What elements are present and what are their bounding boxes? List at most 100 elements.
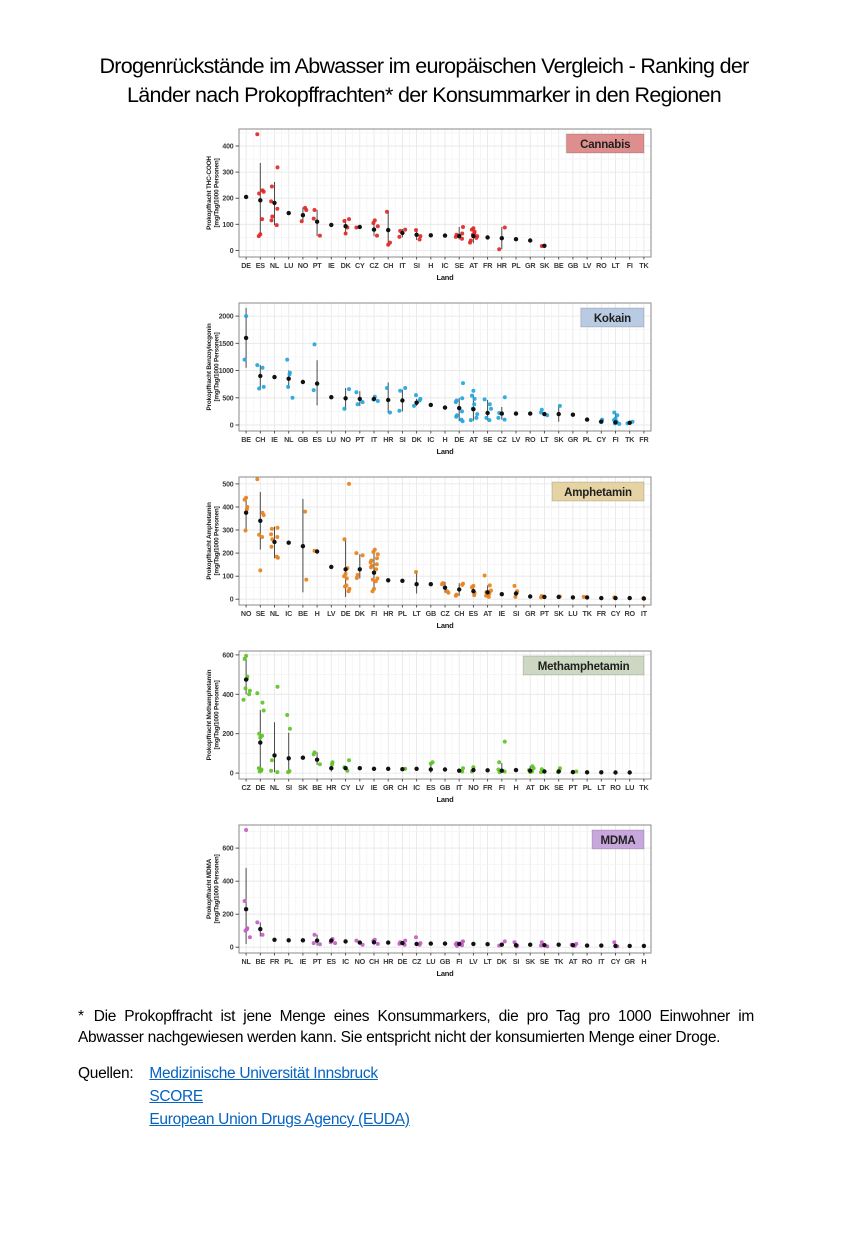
svg-text:CH: CH [397,783,407,792]
svg-text:100: 100 [222,222,233,229]
svg-text:IE: IE [271,435,278,444]
svg-text:500: 500 [222,481,233,488]
svg-text:FR: FR [483,261,493,270]
svg-text:RO: RO [596,261,607,270]
svg-text:600: 600 [222,652,233,659]
svg-text:400: 400 [222,692,233,699]
source-link-euda[interactable]: European Union Drugs Agency (EUDA) [149,1110,410,1128]
svg-text:LT: LT [612,261,621,270]
y-axis: 0 100 200 300 400 500 Prokopffracht Amphetamin… [206,481,239,604]
svg-text:CZ: CZ [412,957,422,966]
svg-text:AT: AT [569,957,578,966]
svg-text:SI: SI [285,783,292,792]
x-axis: NO SE NL IC BE H LV DE DK FI HR PL LT GB CZ CH ES AT IE SI G… [241,605,648,630]
svg-text:DE: DE [256,783,266,792]
svg-text:Methamphetamin: Methamphetamin [538,661,630,673]
svg-text:RO: RO [625,609,636,618]
svg-text:LV: LV [512,435,521,444]
svg-text:SE: SE [483,435,493,444]
svg-text:PL: PL [284,957,294,966]
chart-amphetamin: 0 100 200 300 400 500 Prokopffracht Amphetamin… [201,474,657,637]
svg-text:LU: LU [568,609,577,618]
mean-layer [243,907,647,949]
svg-text:Prokopffracht Amphetamin[mg/Ta: Prokopffracht Amphetamin[mg/Tag/1000 Per… [206,502,221,580]
svg-text:LU: LU [625,783,634,792]
chart-label-badge: MDMA [591,829,645,850]
svg-text:SK: SK [554,435,565,444]
svg-text:SK: SK [298,783,309,792]
svg-text:500: 500 [222,395,233,402]
svg-text:PT: PT [313,261,323,270]
svg-text:IC: IC [442,261,449,270]
svg-text:LV: LV [583,261,592,270]
svg-text:BE: BE [241,435,251,444]
svg-text:IT: IT [641,609,648,618]
x-axis: CZ DE NL SI SK BE HR CY LV IE GR CH IC ES GB IT NO FR FI H A… [242,779,650,804]
svg-text:AT: AT [483,609,492,618]
chart-kokain: 0 500 1000 1500 2000 Prokopffracht Benzoylecg… [201,300,657,463]
svg-text:FI: FI [371,609,377,618]
svg-text:PT: PT [313,957,323,966]
sources-links: Medizinische Universität Innsbruck SCORE… [149,1064,410,1129]
svg-text:FI: FI [627,261,633,270]
svg-text:SK: SK [525,957,536,966]
svg-text:TK: TK [639,261,649,270]
svg-text:Prokopffracht Methamphetamin[m: Prokopffracht Methamphetamin[mg/Tag/1000… [206,669,221,760]
svg-text:CH: CH [454,609,464,618]
source-link-score[interactable]: SCORE [149,1087,203,1105]
svg-text:SK: SK [554,609,565,618]
svg-text:Prokopffracht THC-COOH[mg/Tag/: Prokopffracht THC-COOH[mg/Tag/1000 Perso… [206,156,221,230]
svg-text:IC: IC [285,609,292,618]
svg-text:SI: SI [399,435,406,444]
svg-text:FR: FR [270,957,280,966]
svg-text:Amphetamin: Amphetamin [564,487,632,499]
svg-text:PT: PT [540,609,550,618]
svg-text:GR: GR [383,783,394,792]
svg-text:ES: ES [327,957,337,966]
footnote-asterisk: * [78,1008,84,1026]
svg-text:SI: SI [513,957,520,966]
svg-text:LT: LT [597,783,606,792]
svg-text:IT: IT [399,261,406,270]
svg-text:NL: NL [242,957,252,966]
svg-text:0: 0 [230,597,234,604]
svg-text:BE: BE [298,609,308,618]
mean-layer [243,677,632,775]
svg-text:400: 400 [222,505,233,512]
svg-text:DK: DK [341,261,352,270]
svg-text:200: 200 [222,551,233,558]
svg-text:CZ: CZ [242,783,252,792]
svg-text:DE: DE [241,261,251,270]
svg-text:PT: PT [355,435,365,444]
svg-text:FR: FR [597,609,607,618]
svg-text:Land: Land [436,795,454,804]
chart-label-badge: Cannabis [565,133,645,154]
svg-text:0: 0 [230,423,234,430]
svg-text:CY: CY [597,435,607,444]
svg-text:Land: Land [436,621,454,630]
svg-text:LU: LU [327,435,336,444]
svg-text:0: 0 [230,945,234,952]
svg-text:GB: GB [440,783,450,792]
svg-text:200: 200 [222,731,233,738]
svg-text:ES: ES [426,783,436,792]
svg-text:FI: FI [456,957,462,966]
source-link-innsbruck[interactable]: Medizinische Universität Innsbruck [149,1064,378,1082]
svg-text:AT: AT [469,261,478,270]
svg-text:GB: GB [440,957,450,966]
svg-text:0: 0 [230,771,234,778]
svg-text:SI: SI [413,261,420,270]
svg-text:NO: NO [468,783,479,792]
svg-text:PT: PT [569,783,579,792]
svg-text:HR: HR [326,783,337,792]
svg-text:LT: LT [413,609,422,618]
svg-text:CY: CY [341,783,351,792]
svg-text:NO: NO [241,609,252,618]
svg-text:Land: Land [436,273,454,282]
svg-text:TK: TK [639,783,649,792]
svg-text:CH: CH [255,435,265,444]
svg-text:HR: HR [383,957,394,966]
